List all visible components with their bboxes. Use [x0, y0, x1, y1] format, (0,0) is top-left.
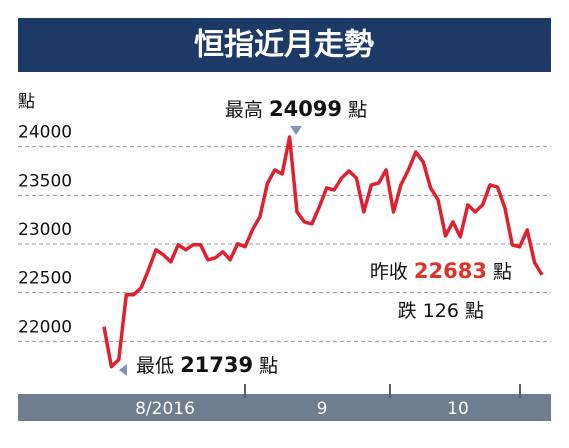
x-axis-band — [18, 394, 551, 421]
annotation-text: 跌 — [398, 300, 417, 322]
annotation-unit: 點 — [465, 300, 484, 322]
plot — [102, 135, 544, 369]
annotation-value: 21739 — [180, 353, 253, 377]
x-tick-label: 8/2016 — [135, 399, 195, 419]
annotation-unit: 點 — [493, 261, 512, 283]
series-line — [102, 135, 544, 369]
y-tick-label: 23000 — [18, 220, 72, 240]
annotation-unit: 點 — [259, 355, 278, 377]
y-tick-label: 22000 — [18, 317, 72, 337]
annotation-text: 昨收 — [370, 261, 408, 283]
title-band — [18, 18, 551, 72]
low-marker — [119, 364, 127, 376]
y-tick-label: 23500 — [18, 171, 72, 191]
annotation-value: 22683 — [414, 259, 487, 283]
x-tick-label: 10 — [447, 399, 469, 419]
annotation-low: 最低 21739 點 — [136, 353, 278, 377]
annotation-value: 126 — [423, 300, 459, 322]
high-marker — [290, 126, 302, 135]
annotation-value: 24099 — [269, 97, 342, 121]
y-tick-label: 22500 — [18, 269, 72, 289]
x-tick-label: 9 — [317, 399, 328, 419]
annotation-change: 跌 126 點 — [398, 300, 484, 322]
annotations: 最高 24099 點最低 21739 點昨收 22683 點跌 126 點 — [119, 97, 512, 377]
annotation-close: 昨收 22683 點 — [370, 259, 512, 283]
annotation-text: 最高 — [225, 99, 263, 121]
y-tick-label: 24000 — [18, 123, 72, 143]
annotation-unit: 點 — [348, 99, 367, 121]
annotation-text: 最低 — [136, 355, 174, 377]
annotation-high: 最高 24099 點 — [225, 97, 367, 121]
y-axis-title: 點 — [18, 92, 35, 112]
grid: 22000 22500 23000 23500 24000 — [18, 123, 551, 342]
chart-title: 恒指近月走勢 — [194, 28, 374, 63]
